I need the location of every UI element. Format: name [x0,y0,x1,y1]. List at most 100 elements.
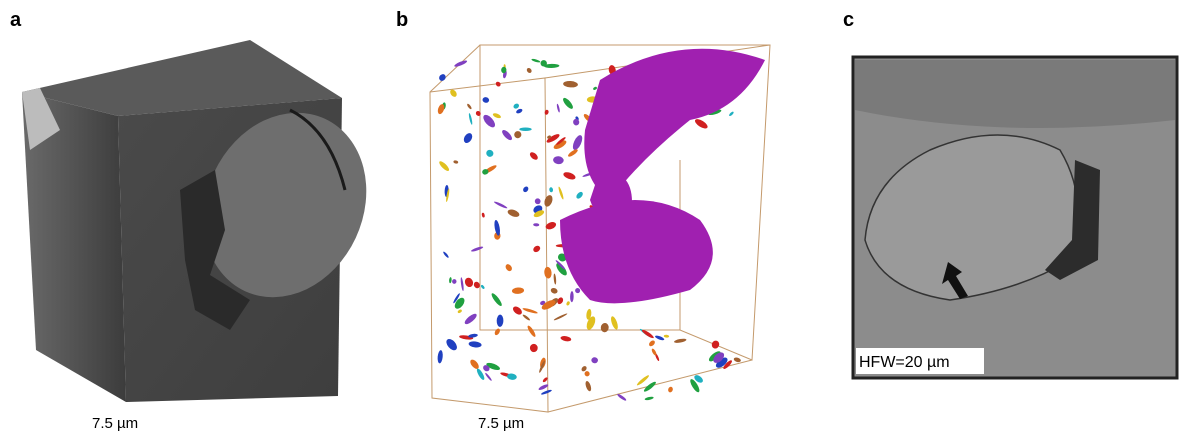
pore-fragment [530,344,538,352]
pore-fragment [438,160,451,172]
pore-fragment [460,277,464,291]
panel-label: b [396,9,408,31]
pore-fragment [591,357,598,364]
pore-fragment [463,276,474,288]
pore-fragment [554,261,568,277]
pore-fragment [600,323,609,333]
pore-fragment [471,246,484,253]
pore-fragment [558,186,565,200]
pore-fragment [497,314,504,326]
pore-fragment [501,128,514,141]
pore-fragment [522,307,538,314]
pore-fragment [667,386,673,393]
pore-fragment [534,197,542,205]
pore-fragment [452,279,457,284]
pore-fragment [553,273,556,284]
organic-blob [560,200,713,303]
pore-fragment [468,341,482,348]
segmented-pores [437,49,765,402]
pore-fragment [494,328,501,336]
panel-label: c [843,9,854,31]
pore-fragment [711,339,721,349]
pore-fragment [553,156,564,165]
pore-fragment [550,287,558,294]
pore-fragment [454,59,468,68]
pore-fragment [616,393,627,402]
pore-fragment [493,201,507,210]
pore-fragment [437,350,443,364]
pore-fragment [511,305,523,316]
pore-fragment [553,313,567,321]
pore-fragment [655,335,665,341]
pore-fragment [449,277,452,283]
pore-fragment [733,357,741,363]
pore-fragment [643,380,657,393]
pore-fragment [728,111,734,117]
pore-fragment [544,266,552,278]
pore-fragment [475,110,482,117]
pore-fragment [515,108,523,114]
page: {"panels": [ {"label": "a", "caption": "… [0,0,1180,438]
pore-fragment [549,187,553,192]
scale-label: 7.5 µm [478,415,524,432]
pore-fragment [485,149,495,158]
pore-fragment [526,67,533,74]
pore-fragment [610,315,620,330]
pore-fragment [526,325,536,338]
pore-fragment [529,151,540,161]
pore-fragment [570,291,574,302]
pore-fragment [583,370,590,377]
pore-fragment [644,396,654,401]
pore-fragment [664,335,670,338]
pore-fragment [538,383,549,391]
pore-fragment [648,339,656,347]
pore-fragment [584,380,592,392]
pore-fragment [512,287,525,294]
pore-fragment [513,130,523,140]
pore-fragment [531,58,541,63]
pore-fragment [442,251,449,258]
pore-fragment [674,338,687,344]
block-3d [22,40,396,402]
figure: a 7.5 µm b 7.5 µm c HFW=20 µm [0,0,1180,438]
pore-fragment [513,103,520,110]
pore-fragment [480,284,485,289]
pore-fragment [507,208,521,218]
pore-fragment [541,389,553,396]
pore-fragment [482,97,489,104]
pore-fragment [522,314,531,321]
pore-fragment [533,223,539,227]
pore-fragment [556,104,560,113]
pore-fragment [593,86,598,90]
pore-fragment [574,287,581,294]
pore-fragment [566,301,570,306]
pore-fragment [562,171,576,181]
pore-fragment [575,191,584,200]
pore-fragment [563,81,578,88]
pore-fragment [463,312,478,326]
pore-fragment [466,103,472,110]
pore-fragment [560,335,572,342]
pore-fragment [481,212,485,217]
pore-fragment [490,292,503,307]
pore-fragment [504,263,513,272]
pore-fragment [522,185,529,193]
matrix [855,60,1175,128]
pore-fragment [457,309,462,314]
pore-fragment [444,337,459,352]
pore-fragment [453,160,458,164]
sem-image: HFW=20 µm [853,57,1177,378]
pore-fragment [484,372,492,381]
box-edge [430,45,480,92]
hfw-label: HFW=20 µm [859,354,950,371]
scale-label: 7.5 µm [92,415,138,432]
pore-fragment [561,96,574,110]
pore-fragment [468,113,473,125]
pore-fragment [453,296,467,311]
pore-fragment [519,127,531,131]
pore-fragment [462,132,474,145]
pore-fragment [492,112,501,119]
pore-fragment [636,374,650,386]
pore-fragment [567,148,579,158]
pore-fragment [572,118,580,126]
